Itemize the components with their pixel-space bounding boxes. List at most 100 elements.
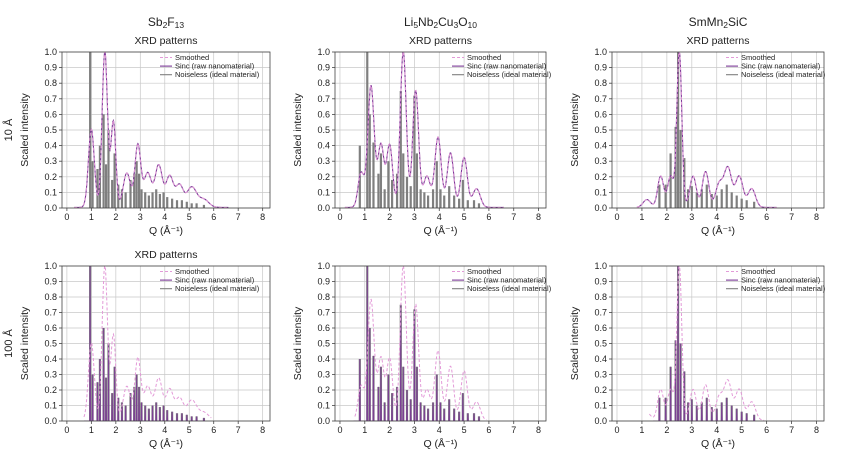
x-tick-label: 7 bbox=[511, 212, 516, 222]
x-tick-label: 0 bbox=[614, 425, 619, 435]
column-title: Sb2F13 bbox=[148, 15, 184, 30]
x-tick-label: 5 bbox=[187, 425, 192, 435]
x-tick-label: 3 bbox=[138, 425, 143, 435]
y-tick-label: 0.6 bbox=[594, 109, 607, 119]
x-tick-label: 0 bbox=[64, 425, 69, 435]
legend-label: Sinc (raw nanomaterial) bbox=[741, 276, 821, 285]
y-tick-label: 0.5 bbox=[594, 339, 607, 349]
y-tick-label: 0.0 bbox=[317, 416, 330, 426]
x-tick-label: 6 bbox=[211, 212, 216, 222]
y-tick-label: 1.0 bbox=[594, 261, 607, 271]
x-tick-label: 2 bbox=[664, 425, 669, 435]
x-tick-label: 0 bbox=[614, 212, 619, 222]
y-tick-label: 0.8 bbox=[594, 292, 607, 302]
legend-label: Smoothed bbox=[741, 53, 775, 62]
x-tick-label: 5 bbox=[462, 425, 467, 435]
y-tick-label: 0.6 bbox=[44, 323, 57, 333]
panel: 0 1 2 3 4 5 6 7 8 0.0 0.1 0.2 0.3 0.4 0.5 0.6 0.7 0.8 0.9 1… bbox=[569, 35, 826, 237]
y-tick-label: 0.6 bbox=[317, 323, 330, 333]
x-tick-label: 0 bbox=[337, 212, 342, 222]
y-tick-label: 0.5 bbox=[317, 125, 330, 135]
y-tick-label: 0.7 bbox=[317, 94, 330, 104]
panel: 0 1 2 3 4 5 6 7 8 0.0 0.1 0.2 0.3 0.4 0.5 0.6 0.7 0.8 0.9 1… bbox=[19, 249, 271, 450]
y-tick-label: 0.8 bbox=[44, 78, 57, 88]
y-tick-label: 0.9 bbox=[317, 63, 330, 73]
x-tick-label: 4 bbox=[437, 212, 442, 222]
x-tick-label: 1 bbox=[362, 212, 367, 222]
x-tick-label: 2 bbox=[113, 212, 118, 222]
x-tick-label: 1 bbox=[639, 212, 644, 222]
x-tick-label: 7 bbox=[789, 212, 794, 222]
panel-title: XRD patterns bbox=[409, 35, 472, 47]
x-tick-label: 8 bbox=[814, 212, 819, 222]
x-tick-label: 6 bbox=[211, 425, 216, 435]
y-tick-label: 0.6 bbox=[44, 109, 57, 119]
smoothed-line bbox=[649, 266, 765, 421]
formula-text: O bbox=[458, 15, 467, 29]
y-tick-label: 0.4 bbox=[594, 141, 607, 151]
x-tick-label: 4 bbox=[437, 425, 442, 435]
y-tick-label: 1.0 bbox=[594, 47, 607, 57]
y-axis-label: Scaled intensity bbox=[292, 306, 304, 380]
legend-label: Smoothed bbox=[741, 267, 775, 276]
x-tick-label: 7 bbox=[789, 425, 794, 435]
x-tick-label: 4 bbox=[714, 425, 719, 435]
legend-label: Sinc (raw nanomaterial) bbox=[175, 62, 255, 71]
x-tick-label: 5 bbox=[739, 212, 744, 222]
x-axis-label: Q (Å⁻¹) bbox=[149, 437, 183, 450]
legend-label: Noiseless (ideal material) bbox=[741, 284, 826, 293]
legend-label: Sinc (raw nanomaterial) bbox=[741, 62, 821, 71]
x-tick-label: 8 bbox=[260, 212, 265, 222]
x-axis-label: Q (Å⁻¹) bbox=[149, 224, 183, 237]
y-tick-label: 0.2 bbox=[44, 385, 57, 395]
legend-label: Noiseless (ideal material) bbox=[741, 70, 826, 79]
x-tick-label: 6 bbox=[764, 425, 769, 435]
y-tick-label: 0.5 bbox=[317, 339, 330, 349]
x-axis-label: Q (Å⁻¹) bbox=[701, 224, 735, 237]
legend-label: Smoothed bbox=[175, 267, 209, 276]
sinc-line bbox=[84, 266, 205, 421]
row-label: 100 Å bbox=[2, 328, 15, 357]
y-tick-label: 0.9 bbox=[44, 63, 57, 73]
x-tick-label: 1 bbox=[362, 425, 367, 435]
y-tick-label: 1.0 bbox=[44, 261, 57, 271]
formula-text: Nb bbox=[418, 15, 434, 29]
formula-subscript: 2 bbox=[163, 20, 168, 30]
legend-label: Noiseless (ideal material) bbox=[467, 70, 552, 79]
y-tick-label: 0.9 bbox=[44, 277, 57, 287]
legend-label: Sinc (raw nanomaterial) bbox=[467, 276, 547, 285]
legend-label: Smoothed bbox=[467, 53, 501, 62]
panel: 0 1 2 3 4 5 6 7 8 0.0 0.1 0.2 0.3 0.4 0.5 0.6 0.7 0.8 0.9 1… bbox=[19, 35, 271, 237]
x-tick-label: 8 bbox=[814, 425, 819, 435]
y-tick-label: 0.4 bbox=[317, 354, 330, 364]
panel-title: XRD patterns bbox=[134, 249, 197, 261]
x-tick-label: 8 bbox=[260, 425, 265, 435]
y-tick-label: 0.6 bbox=[594, 323, 607, 333]
y-tick-label: 0.1 bbox=[44, 187, 57, 197]
y-tick-label: 0.5 bbox=[44, 339, 57, 349]
y-tick-label: 1.0 bbox=[317, 261, 330, 271]
y-tick-label: 0.7 bbox=[44, 308, 57, 318]
sinc-line bbox=[344, 52, 504, 208]
formula-subscript: 10 bbox=[468, 20, 478, 30]
x-tick-label: 7 bbox=[511, 425, 516, 435]
x-tick-label: 4 bbox=[714, 212, 719, 222]
panel: 0 1 2 3 4 5 6 7 8 0.0 0.1 0.2 0.3 0.4 0.5 0.6 0.7 0.8 0.9 1… bbox=[569, 261, 826, 450]
panel-title: XRD patterns bbox=[686, 35, 749, 47]
formula-subscript: 13 bbox=[175, 20, 185, 30]
sinc-line bbox=[653, 266, 756, 421]
x-tick-label: 0 bbox=[64, 212, 69, 222]
y-tick-label: 1.0 bbox=[44, 47, 57, 57]
y-tick-label: 0.0 bbox=[44, 416, 57, 426]
y-tick-label: 0.9 bbox=[317, 277, 330, 287]
x-tick-label: 3 bbox=[412, 212, 417, 222]
x-tick-label: 5 bbox=[187, 212, 192, 222]
y-tick-label: 0.3 bbox=[317, 156, 330, 166]
y-tick-label: 0.4 bbox=[317, 141, 330, 151]
x-axis-label: Q (Å⁻¹) bbox=[423, 437, 457, 450]
x-tick-label: 5 bbox=[462, 212, 467, 222]
plot-area bbox=[636, 52, 777, 208]
x-tick-label: 1 bbox=[89, 425, 94, 435]
formula-text: SiC bbox=[728, 15, 748, 29]
column-title: SmMn2SiC bbox=[689, 15, 748, 30]
